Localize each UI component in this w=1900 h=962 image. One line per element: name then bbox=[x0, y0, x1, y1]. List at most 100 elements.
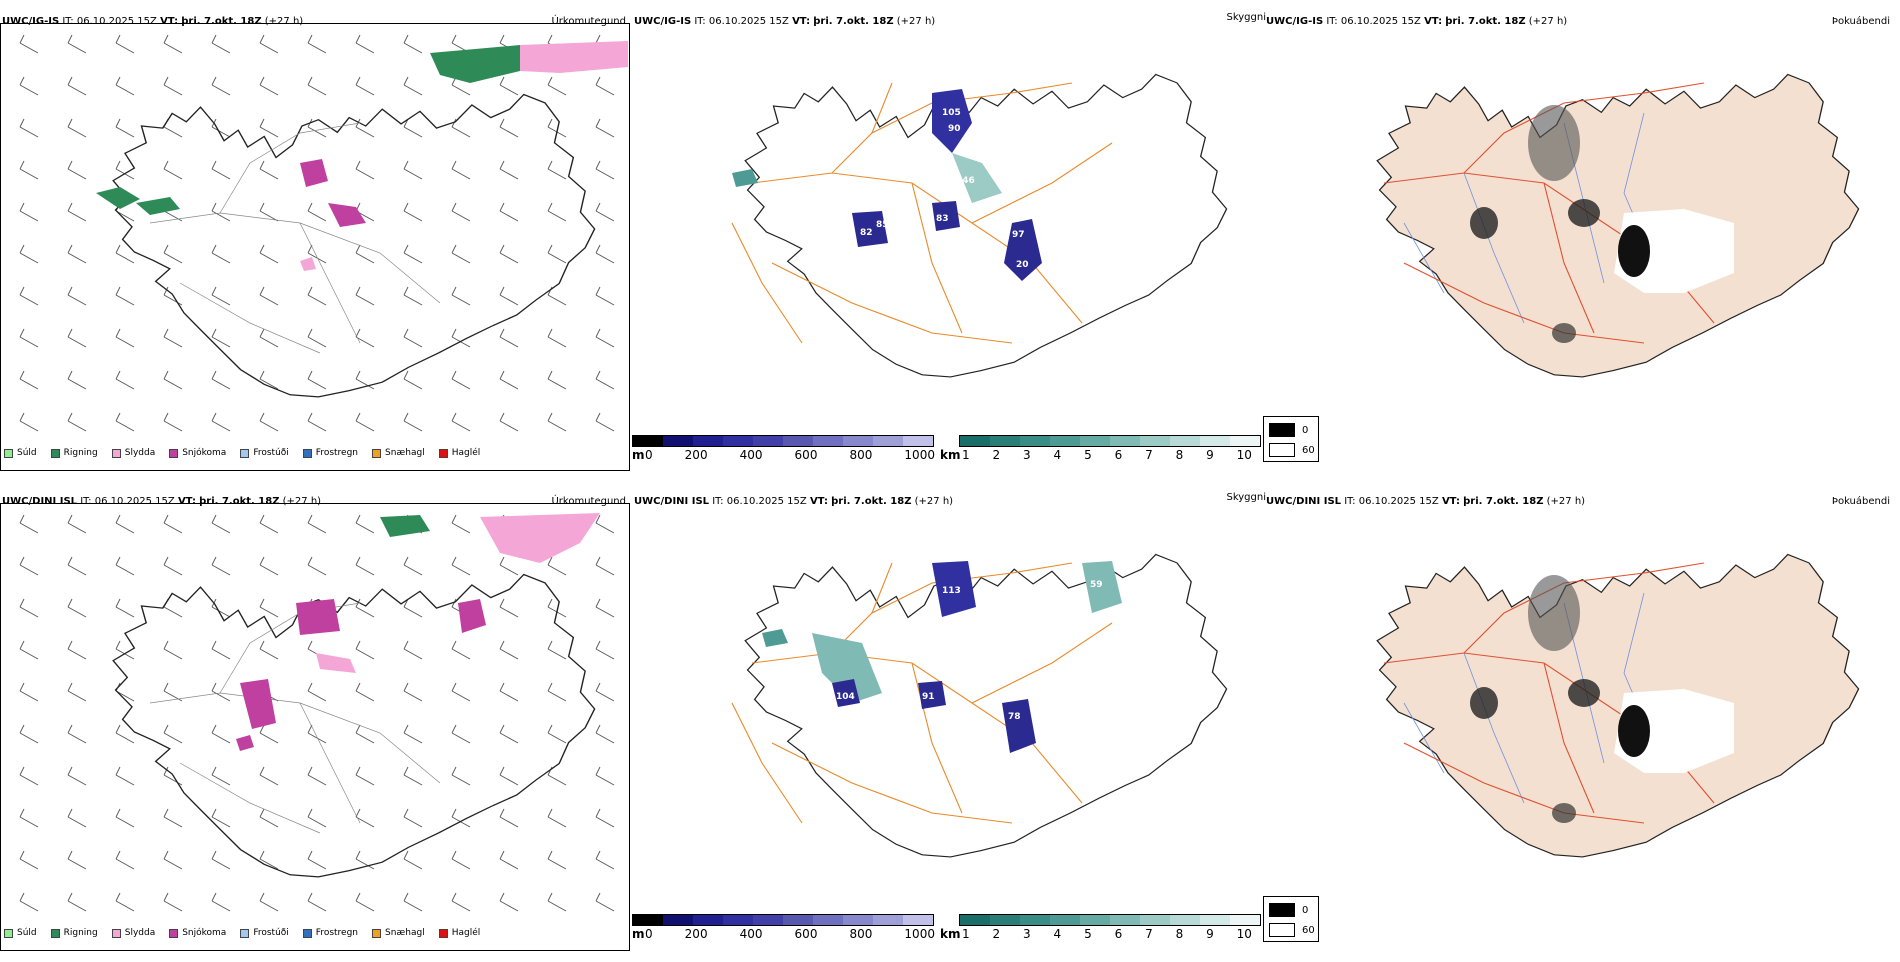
wind-barb bbox=[115, 892, 135, 912]
wind-barb bbox=[67, 640, 87, 660]
tick-label: 7 bbox=[1145, 448, 1153, 462]
map-label: 91 bbox=[922, 692, 935, 702]
fog-panel-row2: UWC/DINI ISL IT: 06.10.2025 15Z VT: þri.… bbox=[1264, 490, 1894, 962]
tick-label: 4 bbox=[1053, 927, 1062, 941]
it-label: IT: bbox=[712, 496, 724, 507]
wind-barb bbox=[307, 766, 327, 786]
model-name: UWC/IG-IS bbox=[2, 16, 60, 27]
fog-legend-box-high bbox=[1269, 423, 1295, 437]
tick-label: 2 bbox=[992, 448, 1001, 462]
wind-barb bbox=[307, 202, 327, 222]
tick-label: 8 bbox=[1175, 448, 1184, 462]
vt-label: VT: bbox=[177, 496, 196, 507]
precip-panel-row1: UWC/IG-IS IT: 06.10.2025 15Z VT: þri. 7.… bbox=[0, 10, 630, 482]
legend-label: Snjókoma bbox=[182, 448, 227, 458]
fog-map bbox=[1376, 73, 1860, 378]
wind-barb bbox=[19, 514, 39, 534]
tick-label: 7 bbox=[1145, 927, 1153, 941]
map-label: 59 bbox=[1090, 580, 1103, 590]
wind-barb bbox=[355, 328, 375, 348]
wind-barb bbox=[451, 370, 471, 390]
tick-label: 6 bbox=[1114, 448, 1123, 462]
swatch bbox=[438, 928, 448, 938]
iceland-outline bbox=[112, 93, 596, 398]
wind-barb bbox=[115, 118, 135, 138]
wind-barb bbox=[595, 640, 615, 660]
wind-barb bbox=[403, 808, 423, 828]
wind-barb bbox=[67, 766, 87, 786]
wind-barb bbox=[499, 244, 519, 264]
precip-map bbox=[19, 34, 628, 432]
wind-barb bbox=[19, 556, 39, 576]
wind-barb bbox=[163, 850, 183, 870]
legend-item-rigning: Rigning bbox=[50, 928, 98, 938]
wind-barb bbox=[547, 244, 567, 264]
wind-barb bbox=[163, 370, 183, 390]
lead-time: (+27 h) bbox=[264, 16, 304, 27]
wind-barb bbox=[499, 682, 519, 702]
wind-barb bbox=[67, 724, 87, 744]
legend-label: Snjókoma bbox=[182, 928, 227, 938]
wind-barb bbox=[355, 598, 375, 618]
wind-barb bbox=[163, 76, 183, 96]
param-title: Úrkomutegund bbox=[551, 16, 626, 27]
fog-legend-low: 60 bbox=[1302, 445, 1315, 456]
wind-barb bbox=[259, 328, 279, 348]
precip-areas bbox=[96, 41, 628, 271]
wind-barb bbox=[67, 244, 87, 264]
wind-barb bbox=[67, 76, 87, 96]
cloud-areas bbox=[732, 89, 1042, 281]
swatch bbox=[4, 928, 13, 938]
visibility-colorbar-row2 bbox=[959, 914, 1261, 926]
wind-barb bbox=[19, 160, 39, 180]
visibility-unit: km bbox=[940, 927, 961, 941]
iceland-land bbox=[1376, 73, 1860, 378]
wind-barb bbox=[259, 370, 279, 390]
wind-barb bbox=[67, 598, 87, 618]
tick-label: 1000 bbox=[904, 448, 935, 462]
param-title: Skyggni bbox=[1226, 12, 1266, 23]
wind-barb bbox=[259, 808, 279, 828]
wind-barb bbox=[67, 118, 87, 138]
fog-legend-high: 0 bbox=[1302, 425, 1309, 436]
legend-item-frostudi: Frostúði bbox=[240, 448, 289, 458]
wind-barb bbox=[547, 640, 567, 660]
wind-barb bbox=[499, 598, 519, 618]
wind-barb bbox=[451, 640, 471, 660]
wind-barb bbox=[547, 808, 567, 828]
fog-legend-box-high bbox=[1269, 903, 1295, 917]
swatch bbox=[372, 448, 382, 458]
tick-label: 1 bbox=[962, 448, 970, 462]
wind-barb bbox=[67, 34, 87, 54]
swatch bbox=[169, 448, 179, 458]
wind-barb bbox=[547, 370, 567, 390]
wind-barb bbox=[115, 598, 135, 618]
wind-barb bbox=[595, 556, 615, 576]
wind-barb bbox=[259, 598, 279, 618]
it-value: 06.10.2025 15Z bbox=[76, 16, 157, 27]
visibility-map: 104 91 78 113 59 31 bbox=[731, 553, 1228, 858]
map-label: 105 bbox=[942, 108, 961, 118]
wind-barb bbox=[355, 724, 375, 744]
wind-barb bbox=[355, 556, 375, 576]
swatch bbox=[4, 448, 13, 458]
wind-barb bbox=[19, 640, 39, 660]
legend-item-snjokoma: Snjókoma bbox=[169, 928, 226, 938]
visibility-panel-row2: UWC/DINI ISL IT: 06.10.2025 15Z VT: þri.… bbox=[632, 490, 1266, 962]
wind-barb bbox=[307, 556, 327, 576]
swatch bbox=[302, 448, 312, 458]
wind-barb bbox=[595, 892, 615, 912]
wind-barb bbox=[451, 892, 471, 912]
wind-barb bbox=[355, 514, 375, 534]
tick-label: 8 bbox=[1175, 927, 1184, 941]
it-value: 06.10.2025 15Z bbox=[708, 16, 789, 27]
legend-item-haglel: Haglél bbox=[438, 448, 480, 458]
param-title: Þokuábendi bbox=[1831, 496, 1890, 507]
precip-legend: Súld Rigning Slydda Snjókoma Frostúði Fr… bbox=[4, 928, 480, 938]
wind-barb bbox=[547, 160, 567, 180]
wind-barb bbox=[163, 556, 183, 576]
wind-barb bbox=[163, 892, 183, 912]
wind-barb bbox=[355, 640, 375, 660]
wind-barb bbox=[19, 892, 39, 912]
wind-barb bbox=[259, 286, 279, 306]
